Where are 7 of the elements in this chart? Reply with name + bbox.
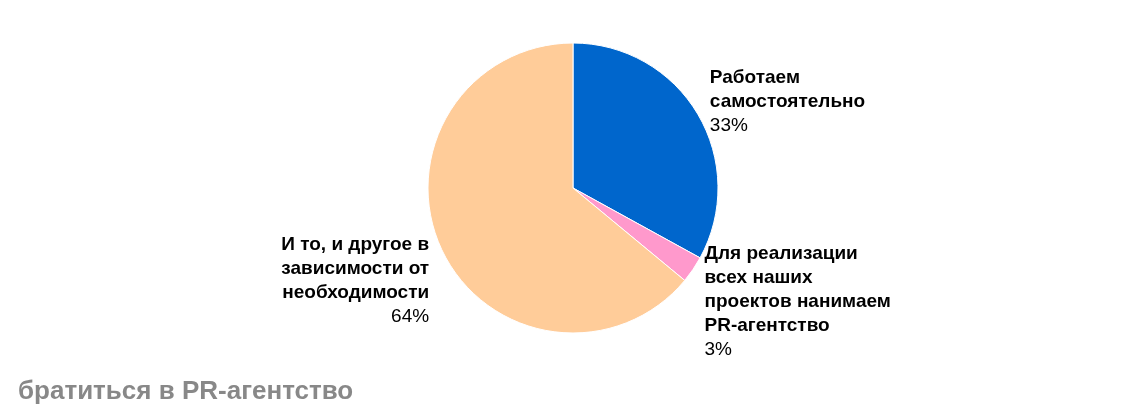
data-label: 3% bbox=[704, 338, 733, 360]
slice-label: Работаем самостоятельно bbox=[709, 66, 866, 112]
data-label: 64% bbox=[391, 304, 430, 326]
text: братиться в PR-агентство bbox=[18, 375, 354, 406]
slice-label: И то, и другое в зависимости от необходимости bbox=[281, 232, 430, 302]
data-label: 33% bbox=[709, 114, 748, 136]
slice-label: Для реализации всех наших проектов нанимаем PR-агентство bbox=[704, 242, 891, 336]
